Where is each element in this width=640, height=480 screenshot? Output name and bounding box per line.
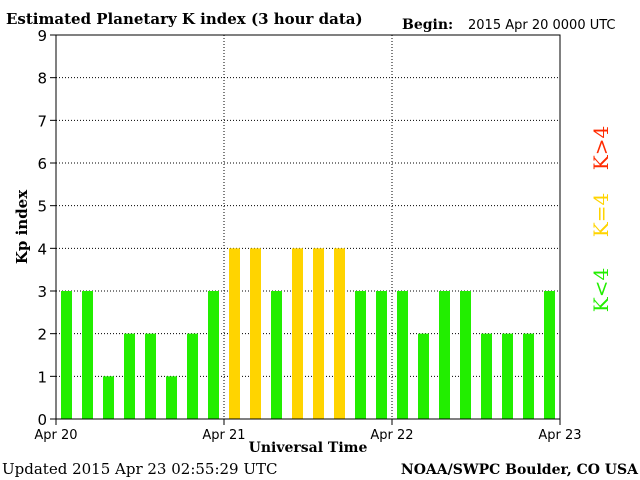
kp-bar xyxy=(61,291,72,419)
updated-timestamp: Updated 2015 Apr 23 02:55:29 UTC xyxy=(2,460,278,478)
y-tick-label: 5 xyxy=(37,198,47,216)
y-tick-label: 1 xyxy=(37,368,47,386)
y-tick-label: 4 xyxy=(37,240,47,258)
plot-frame xyxy=(55,34,561,420)
y-axis-label: Kp index xyxy=(13,189,31,264)
kp-bar xyxy=(397,291,408,419)
kp-bar xyxy=(481,333,492,419)
y-axis-ticks: 0 1 2 3 4 5 6 7 8 9 xyxy=(37,27,56,429)
y-tick-label: 2 xyxy=(37,326,47,344)
legend: K<4 K=4 K>4 xyxy=(589,126,613,312)
legend-entry: K<4 xyxy=(589,268,613,312)
kp-bar xyxy=(229,248,240,419)
begin-value: 2015 Apr 20 0000 UTC xyxy=(468,18,616,33)
x-axis-ticks: Apr 20 Apr 21 Apr 22 Apr 23 xyxy=(34,419,582,443)
kp-bar xyxy=(250,248,261,419)
kp-bar xyxy=(187,333,198,419)
kp-bar xyxy=(460,291,471,419)
y-tick-label: 8 xyxy=(37,70,47,88)
kp-bar xyxy=(145,333,156,419)
kp-bar xyxy=(334,248,345,419)
source-credit: NOAA/SWPC Boulder, CO USA xyxy=(401,462,639,478)
kp-bar xyxy=(355,291,366,419)
kp-bar xyxy=(313,248,324,419)
x-axis-label: Universal Time xyxy=(249,440,368,456)
kp-bar xyxy=(418,333,429,419)
chart-title: Estimated Planetary K index (3 hour data… xyxy=(6,10,363,28)
x-tick-label: Apr 22 xyxy=(370,428,413,443)
gridlines xyxy=(56,35,560,419)
kp-bar xyxy=(166,376,177,419)
y-tick-label: 6 xyxy=(37,155,47,173)
y-tick-label: 3 xyxy=(37,283,47,301)
kp-bar xyxy=(544,291,555,419)
x-tick-label: Apr 23 xyxy=(538,428,581,443)
legend-entry: K>4 xyxy=(589,126,613,170)
kp-bar xyxy=(502,333,513,419)
kp-bar xyxy=(271,291,282,419)
kp-bar xyxy=(124,333,135,419)
y-tick-label: 7 xyxy=(37,112,47,130)
y-tick-label: 0 xyxy=(37,411,47,429)
kp-bar xyxy=(208,291,219,419)
bars xyxy=(61,248,555,419)
y-tick-label: 9 xyxy=(37,27,47,45)
x-tick-label: Apr 20 xyxy=(34,428,77,443)
begin-label: Begin: xyxy=(402,17,453,33)
kp-bar xyxy=(292,248,303,419)
kp-bar xyxy=(82,291,93,419)
kp-bar xyxy=(439,291,450,419)
x-tick-label: Apr 21 xyxy=(202,428,245,443)
kp-bar xyxy=(376,291,387,419)
kp-bar xyxy=(523,333,534,419)
kp-bar xyxy=(103,376,114,419)
legend-entry: K=4 xyxy=(589,193,613,237)
